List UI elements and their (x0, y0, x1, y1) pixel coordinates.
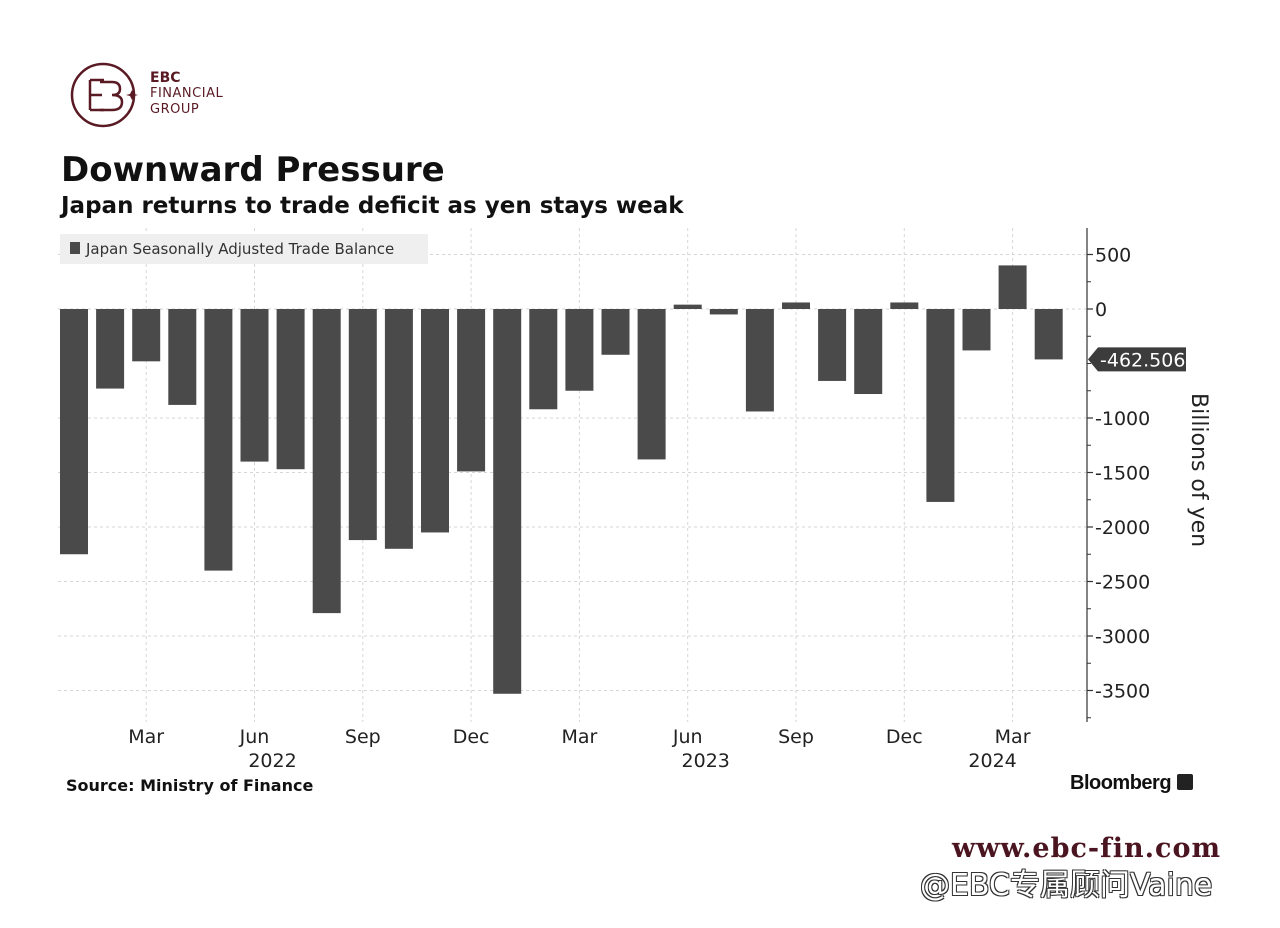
bar (854, 309, 883, 395)
bar (998, 265, 1027, 309)
bar (132, 309, 161, 362)
bloomberg-label: Bloomberg (1070, 772, 1172, 794)
y-tick-label: 500 (1095, 245, 1131, 267)
bar (1034, 309, 1063, 360)
bloomberg-brand: Bloomberg (1070, 772, 1194, 795)
bar (60, 309, 88, 555)
y-tick-label: -3000 (1095, 626, 1150, 648)
x-tick-label: Mar (995, 726, 1031, 748)
ebc-emblem-icon (70, 62, 138, 128)
bar (240, 309, 269, 462)
legend-swatch (70, 242, 80, 254)
bar (782, 302, 810, 309)
bar (962, 309, 991, 351)
bar (493, 309, 522, 694)
bar (276, 309, 305, 470)
bar (565, 309, 594, 391)
y-tick-label: -1000 (1095, 408, 1150, 430)
ebc-logo: EBC FINANCIAL GROUP (70, 60, 250, 132)
x-tick-label: Sep (345, 726, 381, 748)
y-tick-label: -2000 (1095, 517, 1150, 539)
bar (457, 309, 486, 472)
x-year-label: 2023 (682, 750, 730, 772)
weibo-watermark: @EBC专属顾问Vaine (920, 868, 1213, 903)
bar (421, 309, 449, 533)
website-watermark: www.ebc-fin.com (952, 833, 1222, 864)
bar (709, 309, 738, 315)
bar (673, 304, 702, 309)
source-note: Source: Ministry of Finance (66, 776, 314, 795)
bar (168, 309, 197, 405)
x-tick-label: Jun (672, 726, 703, 748)
x-tick-label: Mar (561, 726, 597, 748)
y-tick-label: -2500 (1095, 572, 1150, 594)
x-tick-label: Dec (886, 726, 923, 748)
bar (384, 309, 413, 549)
bloomberg-icon (1177, 774, 1194, 790)
chart-subtitle: Japan returns to trade deficit as yen st… (61, 193, 684, 219)
legend-label: Japan Seasonally Adjusted Trade Balance (85, 240, 394, 258)
bar (890, 302, 919, 309)
logo-line-financial: FINANCIAL (150, 86, 224, 101)
x-year-label: 2024 (968, 750, 1016, 772)
bar (312, 309, 341, 614)
chart-title: Downward Pressure (61, 150, 445, 190)
bar (348, 309, 377, 541)
last-value-callout (1088, 347, 1186, 372)
logo-line-group: GROUP (150, 102, 200, 117)
y-tick-label: -3500 (1095, 681, 1150, 703)
x-tick-label: Mar (128, 726, 164, 748)
bar (637, 309, 666, 460)
bar (745, 309, 774, 412)
bar (926, 309, 955, 502)
bar (818, 309, 847, 381)
legend-box (60, 234, 428, 264)
x-tick-label: Dec (453, 726, 490, 748)
bar (204, 309, 233, 571)
x-tick-label: Sep (778, 726, 814, 748)
x-tick-label: Jun (239, 726, 270, 748)
y-axis-title: Billions of yen (1186, 393, 1211, 547)
bar (601, 309, 630, 355)
x-year-label: 2022 (248, 750, 296, 772)
last-value-label: -462.506 (1100, 349, 1185, 371)
y-tick-label: -1500 (1095, 463, 1150, 485)
y-tick-label: 0 (1095, 299, 1107, 321)
logo-line-ebc: EBC (150, 70, 181, 86)
bar (529, 309, 558, 410)
bar (96, 309, 125, 389)
